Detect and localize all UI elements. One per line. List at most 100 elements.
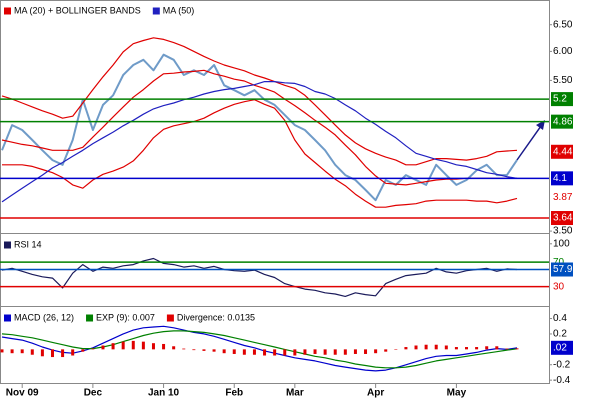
divergence-bar bbox=[222, 349, 226, 354]
level-box bbox=[551, 114, 573, 129]
level-box bbox=[551, 92, 573, 107]
level-box bbox=[551, 144, 573, 159]
y-tick-label: 100 bbox=[553, 238, 570, 249]
x-tick-label: Mar bbox=[286, 388, 304, 399]
legend-swatch bbox=[4, 7, 11, 15]
y-tick-label: -0.2 bbox=[553, 359, 571, 370]
divergence-bar bbox=[273, 349, 277, 356]
plot-frame bbox=[0, 0, 550, 384]
x-tick-label: Feb bbox=[225, 388, 243, 399]
y-tick-label: 3.50 bbox=[553, 226, 573, 237]
divergence-bar bbox=[30, 349, 34, 355]
x-tick-label: Apr bbox=[367, 388, 384, 399]
divergence-bar bbox=[374, 349, 378, 354]
divergence-bar bbox=[323, 349, 327, 355]
divergence-bar bbox=[485, 346, 489, 350]
y-tick-label: 6.00 bbox=[553, 46, 573, 57]
divergence-bar bbox=[444, 345, 448, 350]
level-box bbox=[551, 262, 573, 277]
y-tick-label: 6.50 bbox=[553, 19, 573, 30]
divergence-bar bbox=[434, 344, 438, 350]
legend-label: MACD (26, 12) bbox=[14, 312, 74, 322]
divergence-bar bbox=[20, 349, 24, 354]
divergence-bar bbox=[141, 341, 145, 350]
divergence-bar bbox=[515, 348, 519, 350]
level-label: 3.64 bbox=[553, 213, 573, 224]
divergence-bar bbox=[40, 349, 44, 357]
level-box bbox=[551, 171, 573, 186]
x-tick-label: Dec bbox=[84, 388, 103, 399]
y-tick-label: 5.50 bbox=[553, 75, 573, 86]
divergence-bar bbox=[91, 348, 95, 350]
level-label: 5.2 bbox=[553, 94, 567, 105]
divergence-bar bbox=[111, 343, 115, 350]
divergence-bar bbox=[313, 349, 317, 354]
divergence-bar bbox=[81, 349, 85, 352]
divergence-bar bbox=[293, 349, 297, 356]
legend-label: RSI 14 bbox=[14, 239, 42, 249]
y-tick-label: 0.4 bbox=[553, 313, 567, 324]
divergence-bar bbox=[61, 349, 65, 358]
divergence-bar bbox=[404, 347, 408, 350]
legend-swatch bbox=[4, 314, 11, 322]
divergence-bar bbox=[212, 349, 216, 352]
series-line bbox=[1, 37, 518, 166]
divergence-bar bbox=[131, 340, 135, 350]
y-tick-label: 0.2 bbox=[553, 329, 567, 340]
legend-label: MA (50) bbox=[163, 5, 195, 15]
series-line bbox=[1, 325, 518, 372]
divergence-bar bbox=[263, 349, 267, 356]
level-label: 3.87 bbox=[553, 192, 573, 203]
series-line bbox=[2, 99, 518, 208]
y-tick-label: -0.4 bbox=[553, 375, 571, 386]
level-label: 4.44 bbox=[553, 146, 573, 157]
trend-arrow-head bbox=[536, 120, 545, 130]
divergence-bar bbox=[333, 349, 337, 355]
level-label: 4.86 bbox=[553, 116, 573, 127]
divergence-bar bbox=[202, 349, 206, 351]
level-box bbox=[551, 340, 573, 355]
divergence-bar bbox=[121, 341, 125, 350]
divergence-bar bbox=[182, 348, 186, 350]
series-line bbox=[1, 81, 518, 203]
divergence-bar bbox=[475, 347, 479, 350]
divergence-bar bbox=[505, 348, 509, 350]
divergence-bar bbox=[454, 347, 458, 350]
divergence-bar bbox=[0, 349, 4, 353]
divergence-bar bbox=[242, 349, 246, 355]
x-tick-label: Nov 09 bbox=[6, 388, 39, 399]
series-line bbox=[1, 257, 518, 297]
series-line bbox=[1, 53, 518, 202]
divergence-bar bbox=[252, 349, 256, 355]
divergence-bar bbox=[364, 349, 368, 354]
divergence-bar bbox=[283, 349, 287, 356]
legend-label: MA (20) + BOLLINGER BANDS bbox=[14, 5, 141, 15]
legend-swatch bbox=[86, 314, 94, 322]
divergence-bar bbox=[151, 343, 155, 350]
divergence-bar bbox=[465, 347, 469, 350]
level-label: 57.99 bbox=[553, 264, 578, 275]
divergence-bar bbox=[353, 349, 357, 354]
divergence-bar bbox=[424, 344, 428, 350]
x-tick-label: May bbox=[447, 388, 467, 399]
divergence-bar bbox=[162, 343, 166, 350]
x-tick-label: Jan 10 bbox=[148, 388, 180, 399]
divergence-bar bbox=[343, 349, 347, 355]
level-box bbox=[551, 211, 573, 226]
divergence-bar bbox=[384, 349, 388, 352]
legend-swatch bbox=[4, 241, 11, 249]
series-line bbox=[1, 69, 517, 186]
legend-label: EXP (9): 0.007 bbox=[96, 312, 155, 322]
legend-swatch bbox=[166, 314, 174, 322]
level-label: 30 bbox=[553, 281, 565, 292]
divergence-bar bbox=[172, 346, 176, 350]
legend-label: Divergence: 0.0135 bbox=[177, 312, 255, 322]
divergence-bar bbox=[232, 349, 236, 354]
divergence-bar bbox=[101, 345, 105, 350]
level-label: 70 bbox=[553, 257, 565, 268]
divergence-bar bbox=[71, 349, 75, 356]
divergence-bar bbox=[495, 346, 499, 350]
level-label: 4.1 bbox=[553, 173, 567, 184]
